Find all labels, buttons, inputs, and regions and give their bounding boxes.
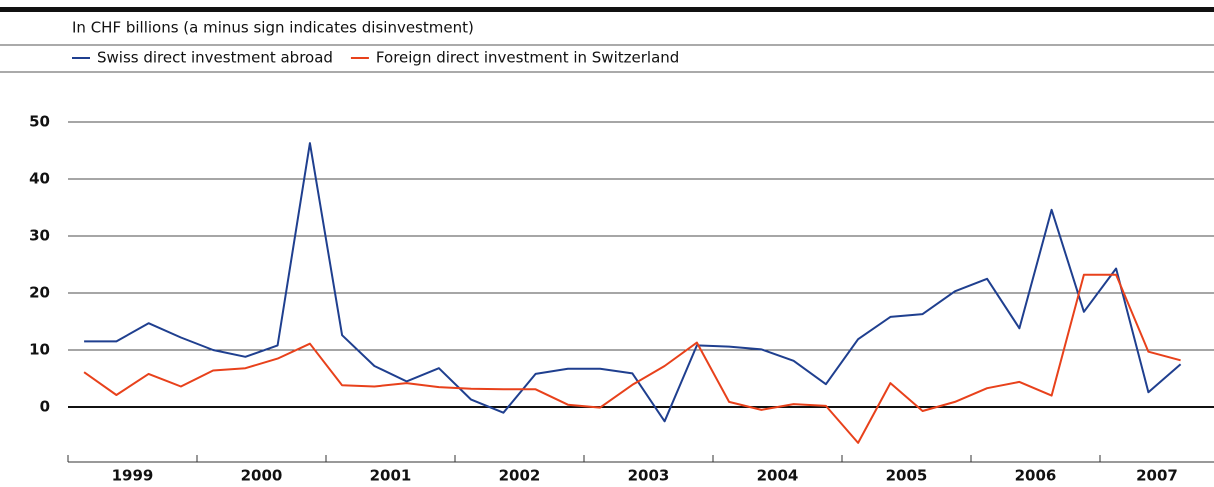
line-series [84, 142, 1182, 423]
line-series [83, 273, 1181, 444]
legend-label: Foreign direct investment in Switzerland [376, 49, 679, 67]
y-tick-label: 50 [29, 113, 50, 131]
x-tick-label: 2007 [1136, 467, 1178, 485]
x-tick-label: 1999 [112, 467, 154, 485]
y-tick-label: 20 [29, 284, 50, 302]
subtitle: In CHF billions (a minus sign indicates … [72, 19, 474, 37]
x-tick-label: 2004 [757, 467, 799, 485]
y-tick-label: 10 [29, 341, 50, 359]
y-tick-label: 0 [40, 398, 50, 416]
y-tick-label: 30 [29, 227, 50, 245]
x-tick-label: 2006 [1015, 467, 1057, 485]
legend-label: Swiss direct investment abroad [97, 49, 333, 67]
header-bar [0, 7, 1214, 12]
x-tick-label: 2000 [241, 467, 283, 485]
x-tick-label: 2003 [628, 467, 670, 485]
x-tick-label: 2001 [370, 467, 412, 485]
y-tick-label: 40 [29, 170, 50, 188]
x-tick-label: 2005 [886, 467, 928, 485]
x-tick-label: 2002 [499, 467, 541, 485]
